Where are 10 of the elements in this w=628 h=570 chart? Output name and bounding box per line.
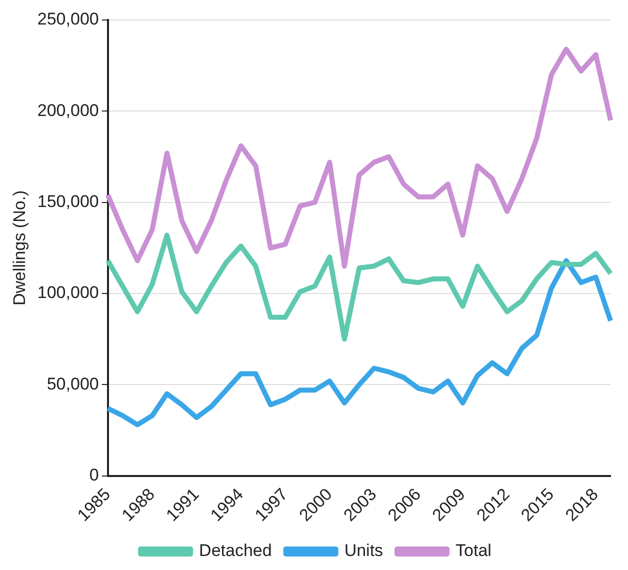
y-tick-label: 50,000 [46,374,99,394]
y-tick-label: 100,000 [37,283,99,302]
legend-label: Detached [199,541,272,560]
legend-label: Total [456,541,492,560]
y-tick-label: 250,000 [37,10,99,29]
y-tick-label: 0 [89,466,99,485]
legend-label: Units [344,541,384,560]
y-axis-title: Dwellings (No.) [10,190,29,306]
y-tick-label: 150,000 [37,192,99,212]
y-tick-label: 200,000 [37,100,99,120]
